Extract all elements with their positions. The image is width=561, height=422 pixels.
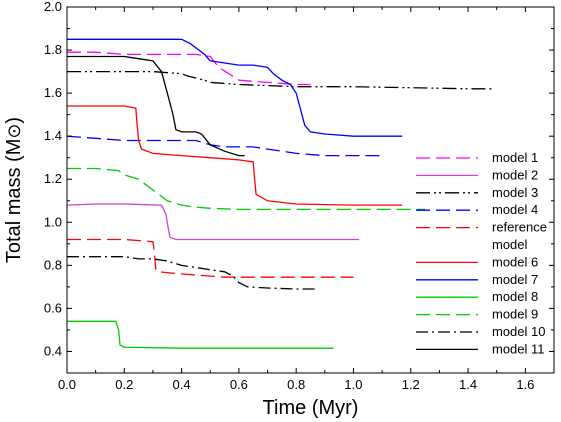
x-tick-label: 0.6 bbox=[230, 377, 248, 392]
y-axis-title: Total mass (M⊙) bbox=[3, 117, 25, 263]
series-line-7 bbox=[67, 38, 403, 137]
x-tick-label: 1.2 bbox=[402, 377, 420, 392]
legend-label: model 9 bbox=[492, 307, 538, 322]
y-tick-label: 1.2 bbox=[44, 171, 62, 186]
y-tick-label: 0.6 bbox=[44, 300, 62, 315]
y-tick-label: 2.0 bbox=[44, 0, 62, 14]
series-line-11 bbox=[67, 55, 245, 157]
legend-label: model 7 bbox=[492, 272, 538, 287]
legend-label: model 11 bbox=[492, 341, 545, 356]
sun-symbol: ⊙ bbox=[4, 124, 24, 139]
series-line-5 bbox=[67, 238, 354, 278]
legend-label: reference bbox=[492, 220, 547, 235]
x-tick-label: 0.0 bbox=[58, 377, 76, 392]
legend-label: model 6 bbox=[492, 254, 538, 269]
x-tick-label: 1.4 bbox=[459, 377, 477, 392]
legend-label: model 2 bbox=[492, 167, 538, 182]
plot-frame bbox=[66, 6, 555, 374]
y-axis-title-close: ) bbox=[3, 117, 25, 124]
y-tick-label: 1.8 bbox=[44, 42, 62, 57]
x-tick-label: 1.0 bbox=[344, 377, 362, 392]
legend-label: model bbox=[492, 237, 528, 252]
legend-label: model 8 bbox=[492, 289, 538, 304]
y-tick-label: 1.6 bbox=[44, 85, 62, 100]
x-axis-title: Time (Myr) bbox=[263, 397, 359, 419]
series-line-4 bbox=[66, 135, 383, 157]
series-line-3 bbox=[67, 70, 494, 90]
y-tick-label: 0.4 bbox=[44, 343, 62, 358]
series-line-2 bbox=[66, 203, 360, 241]
legend-label: model 1 bbox=[492, 150, 538, 165]
legend: model 1 model 2 model 3 model 4 reference mod… bbox=[416, 150, 547, 356]
y-axis-title-text: Total mass (M bbox=[3, 139, 25, 263]
y-axis: 0.4 0.6 0.8 1.0 1.2 1.4 1.6 1.8 2.0 bbox=[44, 0, 554, 374]
series-line-9 bbox=[67, 167, 426, 211]
x-tick-label: 0.8 bbox=[287, 377, 305, 392]
y-tick-label: 0.8 bbox=[44, 257, 62, 272]
series-line-8 bbox=[67, 320, 334, 349]
legend-label: model 3 bbox=[492, 185, 538, 200]
y-tick-label: 1.4 bbox=[44, 128, 62, 143]
legend-label: model 4 bbox=[492, 202, 538, 217]
y-tick-label: 1.0 bbox=[44, 214, 62, 229]
series-line-6 bbox=[67, 105, 403, 206]
x-tick-label: 1.6 bbox=[516, 377, 534, 392]
legend-label: model 10 bbox=[492, 324, 545, 339]
series-line-10 bbox=[67, 256, 317, 290]
series-layer bbox=[66, 38, 494, 349]
x-axis: 0.0 0.2 0.4 0.6 0.8 1.0 1.2 1.4 1.6 bbox=[58, 7, 534, 392]
x-tick-label: 0.2 bbox=[115, 377, 133, 392]
series-line-1 bbox=[67, 51, 311, 86]
x-tick-label: 0.4 bbox=[173, 377, 191, 392]
